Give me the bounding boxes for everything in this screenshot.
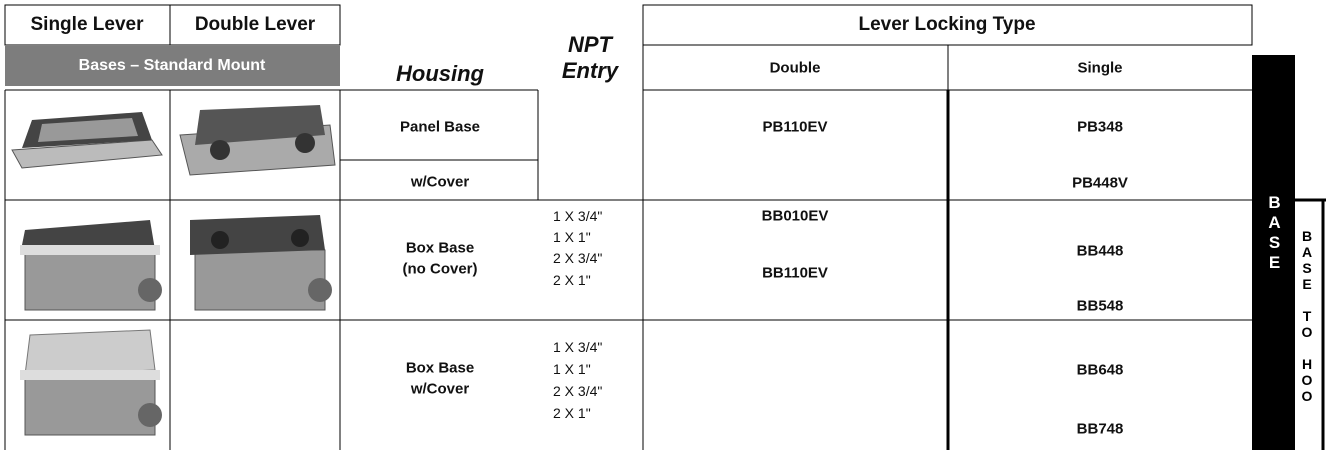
- column-header: Housing: [396, 61, 484, 86]
- npt: 1 X 1": [553, 229, 591, 245]
- part-number: PB348: [1077, 118, 1123, 136]
- housing: w/Cover: [410, 380, 470, 398]
- product-images: [11, 105, 336, 436]
- part-number: BB448: [1076, 242, 1124, 260]
- side-tab: BASE TO HOO: [1299, 228, 1315, 404]
- part-number: PB110EV: [762, 118, 828, 136]
- section-band: [5, 46, 340, 86]
- housing: w/Cover: [410, 173, 470, 191]
- part-number: BB010EV: [761, 207, 829, 225]
- header-cell: Double Lever: [194, 14, 316, 35]
- housing: (no Cover): [402, 260, 478, 278]
- housing: Panel Base: [399, 118, 481, 136]
- npt: 1 X 3/4": [553, 208, 603, 224]
- housing: Box Base: [405, 359, 475, 377]
- npt: 1 X 1": [553, 361, 591, 377]
- npt: 2 X 1": [553, 405, 591, 421]
- part-number: PB448V: [1072, 174, 1128, 192]
- npt: 2 X 3/4": [553, 383, 603, 399]
- column-header: NPT Entry: [561, 32, 619, 83]
- section-title: Bases – Standard Mount: [78, 57, 266, 74]
- side-tab: BASE: [1265, 193, 1284, 273]
- part-number: BB748: [1076, 420, 1124, 438]
- side-tab-white: [1295, 200, 1326, 450]
- npt: 2 X 3/4": [553, 250, 603, 266]
- column-header: Lever Locking Type: [858, 14, 1036, 35]
- housing: Box Base: [405, 239, 475, 257]
- part-number: BB648: [1076, 361, 1124, 379]
- column-header: Double: [769, 59, 821, 77]
- part-number: BB548: [1076, 297, 1124, 315]
- npt: 2 X 1": [553, 272, 591, 288]
- header-cell: Single Lever: [30, 14, 144, 35]
- part-number: BB110EV: [762, 264, 828, 282]
- side-tab-black: [1252, 55, 1295, 450]
- npt: 1 X 3/4": [553, 339, 603, 355]
- column-header: Single: [1077, 59, 1123, 77]
